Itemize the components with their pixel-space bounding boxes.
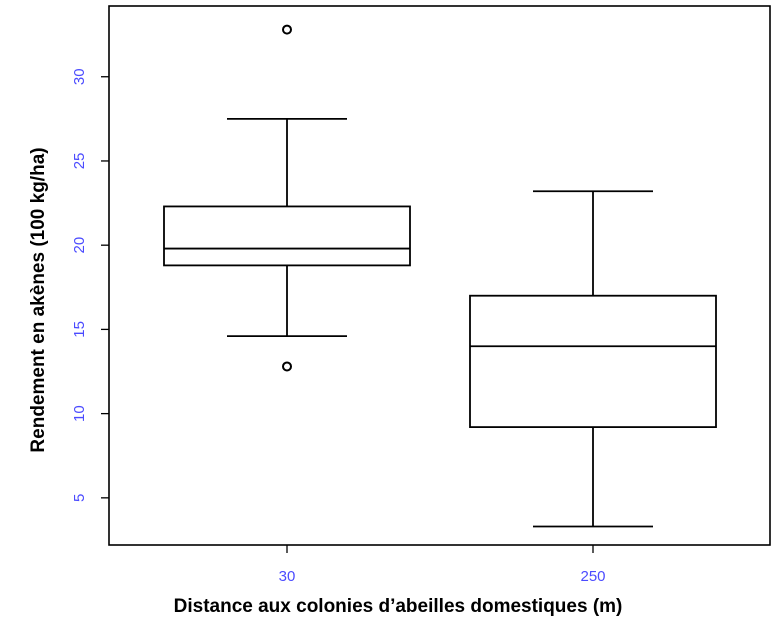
plot-frame — [108, 5, 771, 546]
y-tick-label: 15 — [71, 321, 88, 338]
boxes — [163, 24, 717, 528]
x-axis-title: Distance aux colonies d’abeilles domesti… — [174, 596, 623, 617]
iqr-box — [469, 294, 717, 428]
x-tick-label: 250 — [580, 568, 605, 585]
y-tick-label: 30 — [71, 68, 88, 85]
y-ticks: 5 10 15 20 25 30 — [71, 68, 109, 502]
box-30 — [163, 24, 411, 372]
y-axis-title: Rendement en akènes (100 kg/ha) — [28, 147, 49, 452]
y-tick-label: 25 — [71, 153, 88, 170]
iqr-box — [163, 205, 411, 267]
box-250 — [469, 190, 717, 528]
outlier-point — [282, 24, 292, 35]
x-tick-label: 30 — [279, 568, 296, 585]
y-tick-label: 5 — [71, 494, 88, 502]
y-tick-label: 20 — [71, 237, 88, 254]
y-tick-label: 10 — [71, 405, 88, 422]
outlier-point — [282, 361, 292, 372]
x-ticks: 30 250 — [279, 545, 606, 585]
